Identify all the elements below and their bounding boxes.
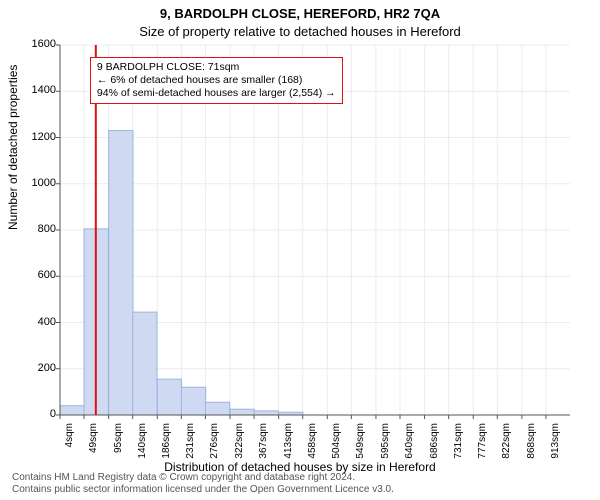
chart-title-address: 9, BARDOLPH CLOSE, HEREFORD, HR2 7QA [0,6,600,21]
x-tick-label: 913sqm [550,423,561,483]
y-tick-label: 1200 [6,131,56,143]
annotation-box: 9 BARDOLPH CLOSE: 71sqm ← 6% of detached… [90,57,343,104]
y-tick-label: 1600 [6,38,56,50]
footer: Contains HM Land Registry data © Crown c… [12,472,394,496]
y-tick-label: 0 [6,408,56,420]
annotation-line-2: ← 6% of detached houses are smaller (168… [97,74,336,87]
y-tick-label: 1000 [6,177,56,189]
y-tick-label: 200 [6,362,56,374]
histogram-bar [254,411,278,415]
annotation-line-3: 94% of semi-detached houses are larger (… [97,87,336,100]
x-tick-label: 640sqm [404,423,415,483]
chart-container: { "title_line1": "9, BARDOLPH CLOSE, HER… [0,0,600,500]
chart-title-desc: Size of property relative to detached ho… [0,24,600,39]
histogram-bar [60,406,84,415]
footer-line-1: Contains HM Land Registry data © Crown c… [12,472,394,484]
histogram-bar [133,312,157,415]
annotation-line-1: 9 BARDOLPH CLOSE: 71sqm [97,61,336,74]
footer-line-2: Contains public sector information licen… [12,484,394,496]
x-tick-label: 868sqm [526,423,537,483]
histogram-bar [181,387,205,415]
y-tick-label: 600 [6,269,56,281]
x-tick-label: 822sqm [501,423,512,483]
histogram-bar [157,379,181,415]
plot-area: 9 BARDOLPH CLOSE: 71sqm ← 6% of detached… [60,45,570,415]
histogram-bar [205,402,229,415]
x-tick-label: 731sqm [453,423,464,483]
histogram-bar [230,409,254,415]
y-tick-label: 1400 [6,84,56,96]
x-tick-label: 777sqm [477,423,488,483]
y-tick-label: 400 [6,316,56,328]
histogram-bar [109,131,133,415]
y-tick-label: 800 [6,223,56,235]
x-tick-label: 686sqm [429,423,440,483]
